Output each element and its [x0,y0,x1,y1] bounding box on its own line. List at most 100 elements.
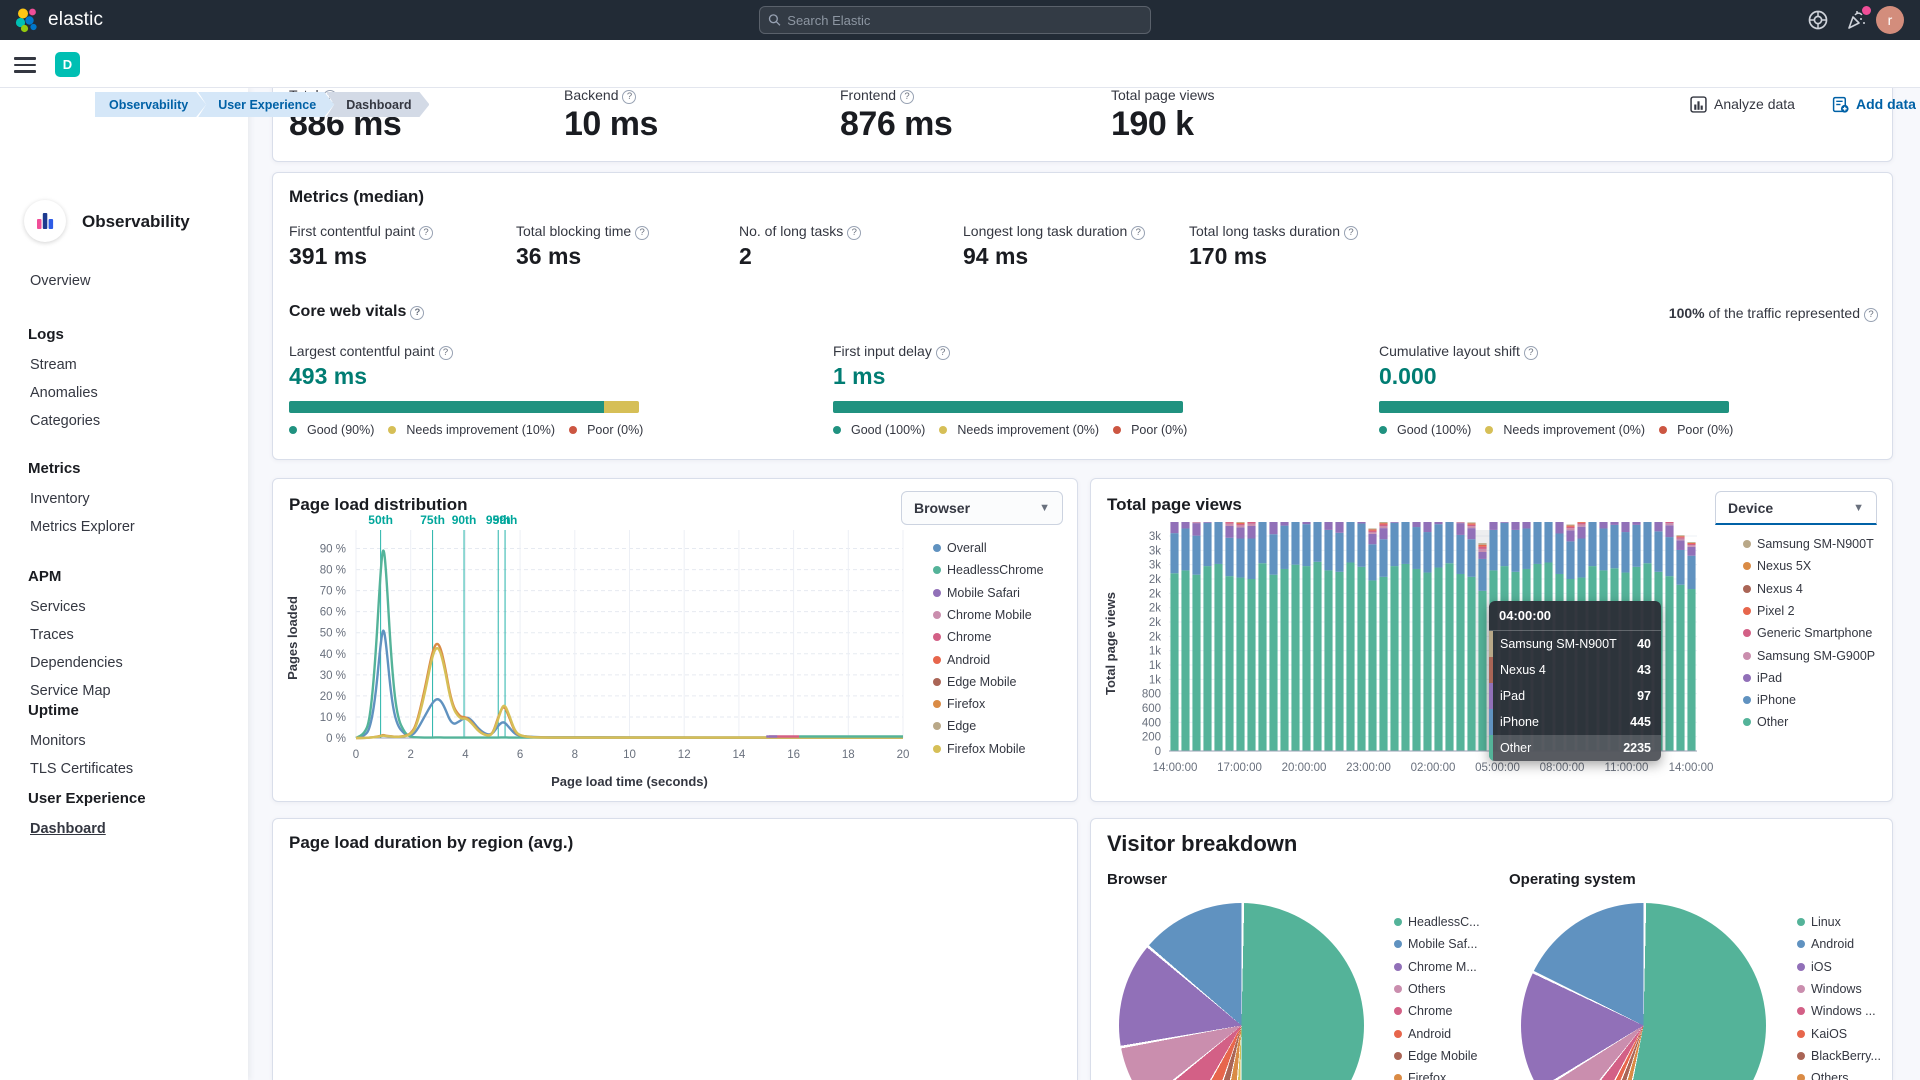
legend-item-edge-mobile[interactable]: Edge Mobile [1394,1049,1478,1063]
help-icon[interactable]: ? [622,89,637,104]
legend-item-firefox[interactable]: Firefox [933,697,985,711]
legend-item-mobile-saf-[interactable]: Mobile Saf... [1394,937,1477,951]
search-input[interactable] [787,12,1142,28]
legend-item-firefox[interactable]: Firefox [1394,1071,1446,1080]
sidebar-item-tls-certificates[interactable]: TLS Certificates [30,761,134,777]
legend-item-ipad[interactable]: iPad [1743,671,1782,685]
legend-item-android[interactable]: Android [1797,937,1854,951]
visitor-breakdown-card: Visitor breakdown Browser Operating syst… [1090,818,1893,1080]
svg-text:95th: 95th [486,513,511,527]
space-badge[interactable]: D [55,52,80,77]
help-icon[interactable]: ? [1864,307,1878,322]
svg-text:14:00:00: 14:00:00 [1153,762,1198,774]
elastic-brand[interactable]: elastic [14,7,103,33]
os-pie-chart[interactable] [1521,903,1766,1080]
sidebar-item-monitors[interactable]: Monitors [30,733,86,749]
user-avatar[interactable]: r [1876,6,1904,34]
legend-item-kaios[interactable]: KaiOS [1797,1027,1847,1041]
legend-item-edge-mobile[interactable]: Edge Mobile [933,675,1017,689]
sidebar-item-overview[interactable]: Overview [30,273,91,289]
sidebar-item-anomalies[interactable]: Anomalies [30,385,98,401]
legend-item-android[interactable]: Android [1394,1027,1451,1041]
help-icon[interactable]: ? [438,345,453,360]
legend-dot-icon [1743,584,1751,593]
help-icon[interactable]: ? [1523,345,1538,360]
menu-toggle-icon[interactable] [14,53,36,75]
svg-text:200: 200 [1142,732,1161,744]
legend-item-other[interactable]: Other [1743,715,1788,729]
sidebar-item-dependencies[interactable]: Dependencies [30,655,123,671]
legend-item-samsung-sm-g900p[interactable]: Samsung SM-G900P [1743,649,1875,663]
breakdown-select[interactable]: Browser ▼ [901,491,1063,525]
legend-item-edge[interactable]: Edge [933,719,976,733]
legend-dot-icon [933,588,941,597]
breadcrumb-observability[interactable]: Observability [95,92,206,117]
legend-item-headlesschrome[interactable]: HeadlessChrome [933,563,1044,577]
legend-item-chrome-mobile[interactable]: Chrome Mobile [933,608,1032,622]
help-icon[interactable]: ? [419,225,434,240]
add-data-icon [1832,96,1849,113]
svg-text:Total page views: Total page views [1103,592,1118,695]
legend-item-linux[interactable]: Linux [1797,915,1841,929]
metric-label: No. of long tasks? [739,223,862,240]
sidebar-item-services[interactable]: Services [30,599,86,615]
legend-item-windows[interactable]: Windows [1797,982,1862,996]
legend-item-iphone[interactable]: iPhone [1743,693,1796,707]
global-header: elastic r [0,0,1920,40]
legend-item-samsung-sm-n900t[interactable]: Samsung SM-N900T [1743,537,1874,551]
svg-text:3k: 3k [1149,531,1161,543]
legend-item-chrome[interactable]: Chrome [933,630,991,644]
help-icon[interactable]: ? [410,305,425,320]
legend-dot-icon [289,426,297,434]
help-icon[interactable] [1806,8,1830,32]
svg-text:800: 800 [1142,689,1161,701]
device-select[interactable]: Device ▼ [1715,491,1877,525]
sidebar-item-metrics-explorer[interactable]: Metrics Explorer [30,519,135,535]
legend-dot-icon [1394,1074,1402,1080]
svg-text:50 %: 50 % [320,628,346,640]
metric-label: Total long tasks duration? [1189,223,1358,240]
legend-item-headlessc-[interactable]: HeadlessC... [1394,915,1480,929]
sidebar-item-traces[interactable]: Traces [30,627,74,643]
help-icon[interactable]: ? [635,225,650,240]
sidebar-item-stream[interactable]: Stream [30,357,77,373]
sidebar-item-inventory[interactable]: Inventory [30,491,90,507]
browser-pie-chart[interactable] [1119,903,1364,1080]
legend-item-others[interactable]: Others [1394,982,1446,996]
help-icon[interactable]: ? [900,89,915,104]
legend-item-generic-smartphone[interactable]: Generic Smartphone [1743,626,1872,640]
legend-item-pixel-2[interactable]: Pixel 2 [1743,604,1795,618]
svg-text:400: 400 [1142,717,1161,729]
legend-item-blackberry-[interactable]: BlackBerry... [1797,1049,1881,1063]
legend-item-mobile-safari[interactable]: Mobile Safari [933,586,1020,600]
visitor-breakdown-title: Visitor breakdown [1107,831,1298,856]
sidebar-item-categories[interactable]: Categories [30,413,101,429]
page-load-distribution-chart[interactable]: 90 % 80 % 70 % 60 % 50 % 40 % 30 % 20 % 10 % 0 % 0… [273,479,1079,803]
svg-text:600: 600 [1142,703,1161,715]
page-load-distribution-card: Page load distribution Browser ▼ 90 % 80 … [272,478,1078,802]
help-icon[interactable]: ? [847,225,862,240]
add-data-button[interactable]: Add data [1832,91,1916,117]
legend-item-nexus-5x[interactable]: Nexus 5X [1743,559,1811,573]
legend-item-overall[interactable]: Overall [933,541,987,555]
tooltip-row: Other 2235 [1489,735,1661,761]
global-search[interactable] [759,6,1151,34]
legend-item-nexus-4[interactable]: Nexus 4 [1743,582,1803,596]
help-icon[interactable]: ? [1131,225,1146,240]
sidebar-item-dashboard[interactable]: Dashboard [30,821,106,837]
legend-item-chrome[interactable]: Chrome [1394,1004,1452,1018]
breadcrumb-user-experience[interactable]: User Experience [198,92,334,117]
news-party-popper-icon[interactable] [1844,8,1868,32]
legend-dot-icon [1379,426,1387,434]
help-icon[interactable]: ? [935,345,950,360]
legend-item-windows-[interactable]: Windows ... [1797,1004,1876,1018]
sidebar-item-service-map[interactable]: Service Map [30,683,111,699]
legend-item-others[interactable]: Others [1797,1071,1849,1080]
legend-item-firefox-mobile[interactable]: Firefox Mobile [933,742,1026,756]
legend-item-android[interactable]: Android [933,653,990,667]
legend-item-ios[interactable]: iOS [1797,960,1832,974]
legend-dot-icon [1743,629,1751,638]
legend-item-chrome-m-[interactable]: Chrome M... [1394,960,1477,974]
analyze-data-button[interactable]: Analyze data [1690,91,1795,117]
help-icon[interactable]: ? [1343,225,1358,240]
